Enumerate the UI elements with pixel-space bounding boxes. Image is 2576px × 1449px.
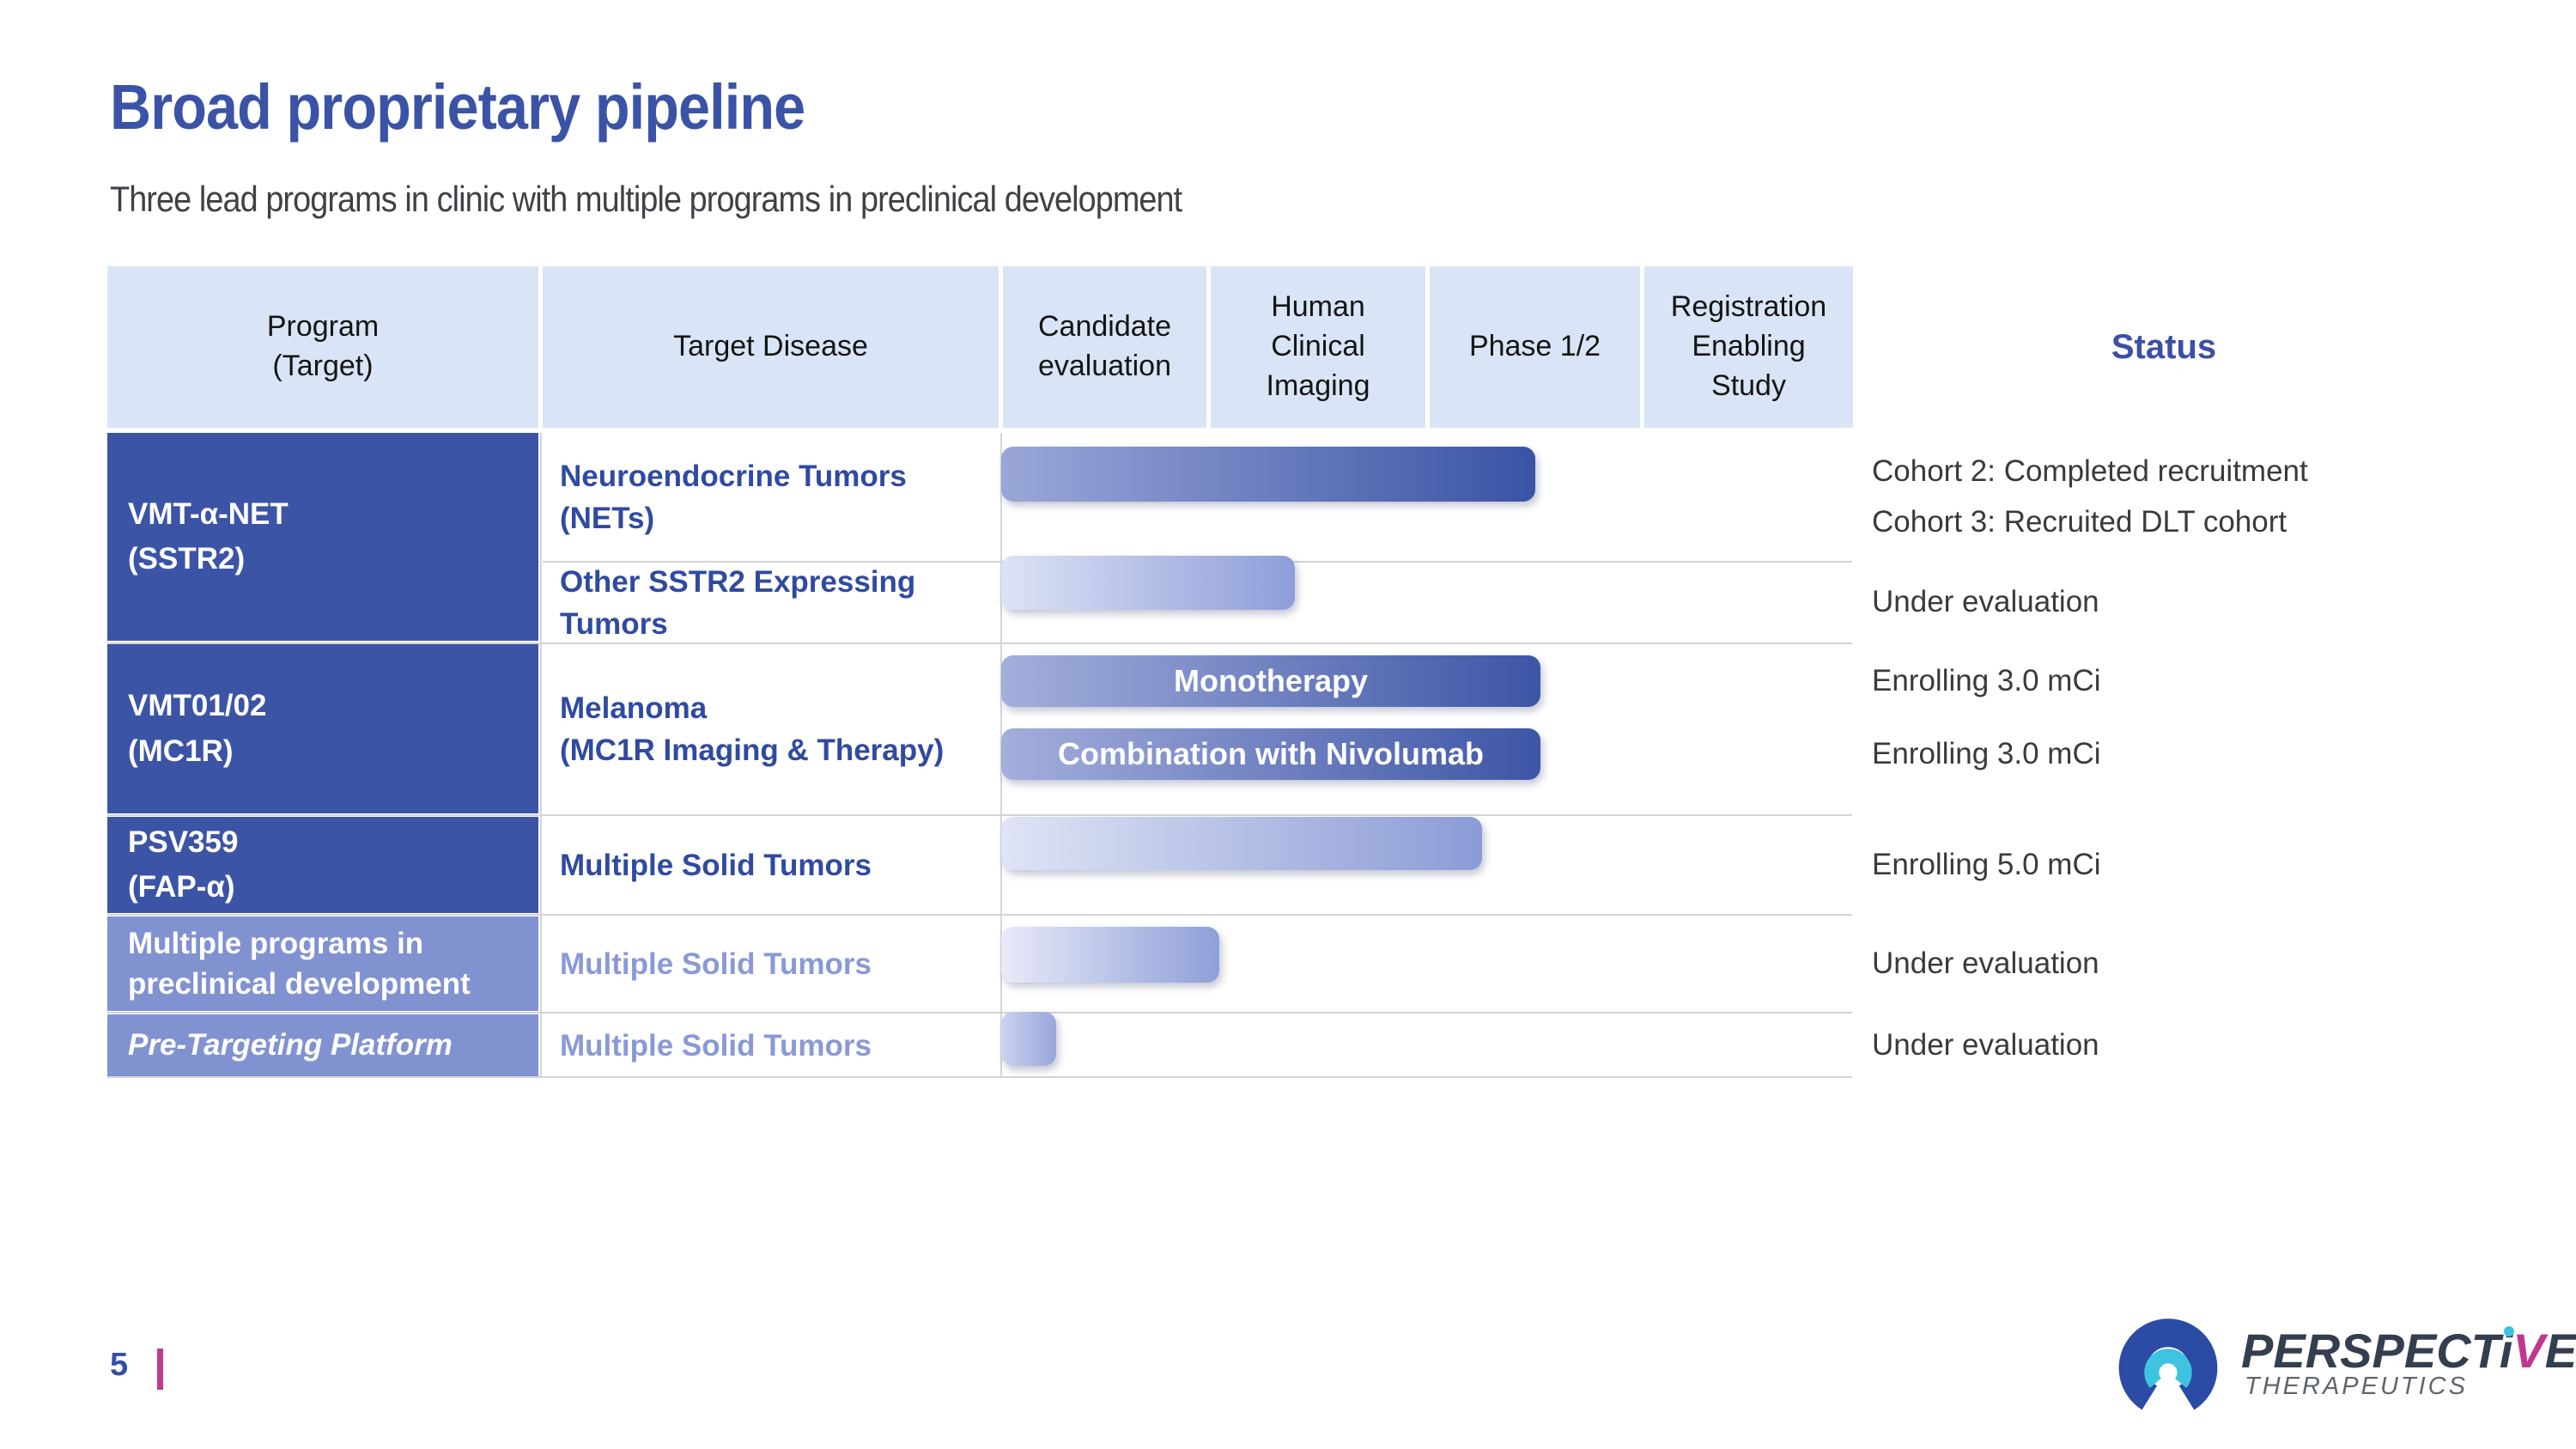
program-cell-vmt01-02: VMT01/02 (MC1R) [107, 644, 538, 813]
status-pre-targeting: Under evaluation [1872, 1027, 2099, 1062]
status-other-sstr2: Under evaluation [1872, 585, 2099, 619]
disease-cell-multiple-solid-tumors-psv359: Multiple Solid Tumors [560, 848, 872, 882]
disease-cell-nets: Neuroendocrine Tumors (NETs) [560, 459, 907, 535]
status-combination: Enrolling 3.0 mCi [1872, 736, 2101, 770]
program-cell-preclinical-programs: Multiple programs in preclinical develop… [107, 916, 538, 1011]
column-header-human-clinical-imaging: Human Clinical Imaging [1211, 266, 1425, 428]
row-separator [107, 914, 1852, 916]
logo-text-e: E [2544, 1324, 2576, 1378]
bar-label-monotherapy: Monotherapy [1173, 663, 1368, 698]
page-number-accent-bar [157, 1349, 163, 1390]
column-header-registration-enabling-study: Registration Enabling Study [1644, 266, 1853, 428]
status-monotherapy: Enrolling 3.0 mCi [1872, 663, 2101, 697]
pipeline-bar-nets [1001, 447, 1535, 502]
page-number: 5 [110, 1347, 129, 1383]
program-cell-vmt-a-net: VMT-α-NET (SSTR2) [107, 433, 538, 641]
status-nets: Cohort 2: Completed recruitment Cohort 3… [1872, 454, 2308, 539]
row-separator [107, 1076, 1852, 1078]
disease-cell-melanoma: Melanoma (MC1R Imaging & Therapy) [560, 691, 945, 767]
page-title: Broad proprietary pipeline [110, 71, 805, 143]
logo-text-v: V [2512, 1324, 2545, 1378]
row-separator [107, 814, 1852, 816]
pipeline-bar-preclinical-programs [1001, 927, 1219, 983]
row-separator [107, 1012, 1852, 1014]
disease-cell-other-sstr2: Other SSTR2 Expressing Tumors [560, 564, 916, 641]
logo-subbrand-text: THERAPEUTICS [2245, 1373, 2468, 1400]
page-subtitle: Three lead programs in clinic with multi… [110, 179, 1182, 219]
column-header-phase-1-2: Phase 1/2 [1430, 266, 1640, 428]
disease-cell-multiple-solid-tumors-preclinical: Multiple Solid Tumors [560, 947, 872, 981]
perspective-therapeutics-logo: PERSPECTiVE® THERAPEUTICS [2111, 1316, 2576, 1436]
program-cell-pre-targeting-platform: Pre-Targeting Platform [107, 1014, 538, 1076]
disease-cell-multiple-solid-tumors-pretargeting: Multiple Solid Tumors [560, 1028, 872, 1062]
column-header-status: Status [2111, 327, 2217, 366]
status-psv359: Enrolling 5.0 mCi [1872, 847, 2101, 881]
program-cell-psv359: PSV359 (FAP-α) [107, 817, 538, 913]
pipeline-bar-psv359 [1001, 817, 1482, 870]
status-preclinical-programs: Under evaluation [1872, 946, 2099, 980]
pipeline-bar-combination-nivolumab: Combination with Nivolumab [1001, 728, 1540, 780]
logo-text-perspect: PERSPECT [2241, 1324, 2500, 1378]
column-divider [540, 433, 542, 1076]
column-header-target-disease: Target Disease [543, 266, 999, 428]
logo-brand-text: PERSPECTiVE® [2241, 1323, 2576, 1379]
column-header-candidate-evaluation: Candidate evaluation [1003, 266, 1206, 428]
bar-label-combination: Combination with Nivolumab [1058, 736, 1484, 771]
pipeline-bar-other-sstr2 [1001, 556, 1295, 610]
pipeline-bar-monotherapy: Monotherapy [1001, 655, 1540, 707]
pipeline-bar-pre-targeting [1001, 1012, 1056, 1066]
logo-text-i: i [2499, 1324, 2513, 1378]
column-header-program: Program (Target) [107, 266, 538, 428]
row-separator [107, 642, 1852, 644]
perspective-logo-icon [2118, 1318, 2218, 1418]
